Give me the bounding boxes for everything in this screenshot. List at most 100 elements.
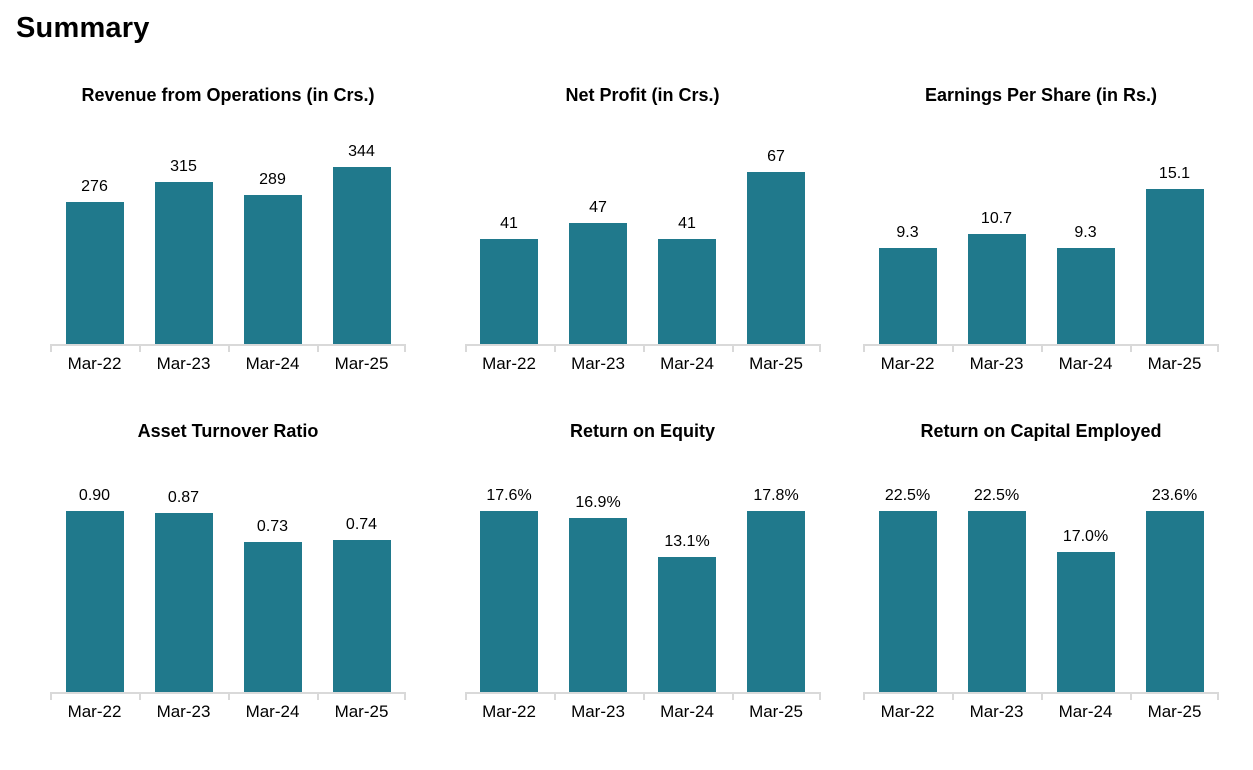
category-labels: Mar-22 Mar-23 Mar-24 Mar-25	[465, 702, 821, 722]
data-label: 9.3	[1074, 224, 1097, 242]
axis-tick	[404, 345, 406, 352]
bar-group: 22.5%	[952, 487, 1041, 692]
bar	[658, 238, 716, 344]
category-labels: Mar-22 Mar-23 Mar-24 Mar-25	[465, 354, 821, 374]
x-axis	[464, 691, 821, 700]
bar	[65, 510, 124, 692]
chart-revenue-from-operations: Revenue from Operations (in Crs.) 276 315…	[16, 75, 440, 387]
plot-wrap: 0.90 0.87 0.73 0.74 Mar-22 Mar-23 Mar-24 Mar-2…	[50, 443, 406, 722]
category-label: Mar-24	[660, 701, 714, 721]
bar-group: 0.87	[139, 487, 228, 692]
axis-tick	[642, 345, 645, 352]
plot-wrap: 9.3 10.7 9.3 15.1 Mar-22 Mar-23 Mar-24 Mar-25	[863, 107, 1219, 374]
bar-group: 9.3	[1041, 139, 1130, 344]
plot-area: 276 315 289 344	[50, 139, 406, 344]
bar	[878, 510, 937, 692]
bar	[569, 518, 627, 692]
category-labels: Mar-22 Mar-23 Mar-24 Mar-25	[863, 702, 1219, 722]
bar	[569, 223, 627, 344]
category-label: Mar-23	[571, 353, 625, 373]
axis-tick	[317, 693, 319, 700]
data-label: 9.3	[896, 224, 919, 242]
chart-title: Revenue from Operations (in Crs.)	[81, 85, 375, 105]
bar	[65, 202, 124, 344]
data-label: 17.6%	[486, 487, 532, 505]
plot-area: 22.5% 22.5% 17.0% 23.6%	[863, 487, 1219, 692]
bar	[1056, 248, 1115, 344]
bar	[154, 513, 213, 692]
data-label: 23.6%	[1151, 486, 1198, 504]
bar-group: 13.1%	[643, 487, 732, 692]
category-label: Mar-25	[334, 353, 389, 373]
chart-asset-turnover-ratio: Asset Turnover Ratio 0.90 0.87 0.73 0.74 Ma…	[16, 411, 440, 741]
category-label: Mar-23	[969, 353, 1024, 373]
bar	[747, 171, 805, 344]
data-label: 15.1	[1158, 164, 1191, 182]
bar	[878, 248, 937, 344]
axis-tick	[1130, 345, 1132, 352]
x-axis	[50, 343, 406, 352]
axis-tick	[818, 693, 821, 700]
bar-group: 23.6%	[1130, 487, 1219, 692]
category-label: Mar-23	[969, 701, 1024, 721]
data-label: 67	[767, 147, 785, 165]
axis-tick	[863, 693, 865, 700]
data-label: 47	[589, 199, 607, 217]
axis-tick	[50, 693, 52, 700]
bar	[243, 195, 302, 344]
chart-net-profit: Net Profit (in Crs.) 41 47 41 67 Mar-22 Mar-…	[440, 75, 845, 387]
bar	[967, 233, 1026, 344]
data-label: 17.8%	[753, 486, 799, 504]
axis-tick	[553, 345, 556, 352]
data-label: 10.7	[980, 209, 1013, 227]
data-label: 0.90	[78, 486, 111, 504]
bar	[1145, 510, 1204, 692]
chart-title: Return on Capital Employed	[920, 421, 1162, 441]
axis-tick	[228, 345, 230, 352]
category-label: Mar-23	[156, 353, 211, 373]
category-label: Mar-25	[749, 701, 803, 721]
category-label: Mar-24	[245, 353, 300, 373]
bar-group: 9.3	[863, 139, 952, 344]
plot-wrap: 17.6% 16.9% 13.1% 17.8% Mar-22 Mar-23 Mar-24 M…	[464, 443, 821, 722]
bar-group: 0.74	[317, 487, 406, 692]
bar	[332, 539, 391, 692]
axis-tick	[1217, 345, 1219, 352]
plot-area: 9.3 10.7 9.3 15.1	[863, 139, 1219, 344]
data-label: 276	[81, 178, 108, 196]
plot-wrap: 22.5% 22.5% 17.0% 23.6% Mar-22 Mar-23 Mar-24 M…	[863, 443, 1219, 722]
axis-tick	[464, 693, 467, 700]
bar-group: 10.7	[952, 139, 1041, 344]
bar-group: 67	[732, 139, 821, 344]
category-label: Mar-23	[571, 701, 625, 721]
axis-tick	[642, 693, 645, 700]
category-label: Mar-22	[880, 701, 935, 721]
bar	[154, 182, 213, 344]
bar-group: 17.0%	[1041, 487, 1130, 692]
bar-group: 0.90	[50, 487, 139, 692]
data-label: 0.87	[167, 489, 200, 507]
bar	[1145, 188, 1204, 344]
axis-tick	[404, 693, 406, 700]
chart-title: Earnings Per Share (in Rs.)	[924, 85, 1158, 105]
chart-return-on-capital-employed: Return on Capital Employed 22.5% 22.5% 17.…	[845, 411, 1237, 741]
x-axis	[863, 343, 1219, 352]
bar-group: 41	[643, 139, 732, 344]
axis-tick	[952, 345, 954, 352]
data-label: 0.74	[345, 515, 378, 533]
category-labels: Mar-22 Mar-23 Mar-24 Mar-25	[50, 702, 406, 722]
category-label: Mar-22	[880, 353, 935, 373]
x-axis	[50, 691, 406, 700]
axis-tick	[464, 345, 467, 352]
axis-tick	[1130, 693, 1132, 700]
axis-tick	[863, 345, 865, 352]
chart-title: Return on Equity	[570, 421, 715, 441]
bar	[480, 238, 538, 344]
data-label: 0.73	[256, 517, 289, 535]
axis-tick	[50, 345, 52, 352]
category-label: Mar-24	[1058, 701, 1113, 721]
category-label: Mar-24	[245, 701, 300, 721]
page-title: Summary	[16, 12, 150, 44]
category-label: Mar-22	[67, 353, 122, 373]
data-label: 344	[348, 143, 375, 161]
